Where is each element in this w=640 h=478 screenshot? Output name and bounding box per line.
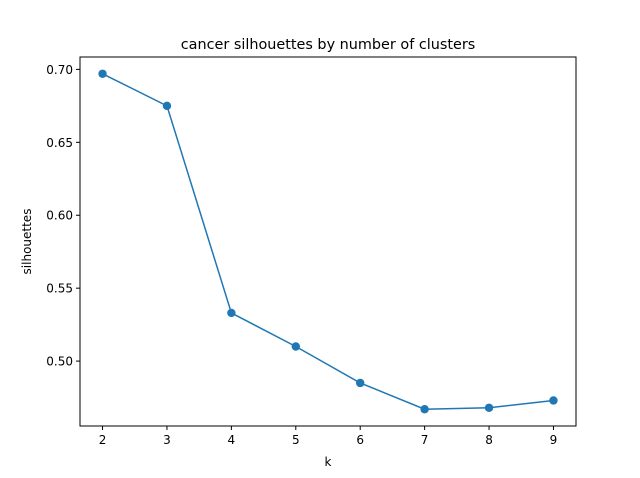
y-axis: 0.50 0.55 0.60 0.65 0.70 xyxy=(46,63,80,369)
y-tick-label: 0.60 xyxy=(46,209,73,223)
y-tick-label: 0.70 xyxy=(46,63,73,77)
data-point xyxy=(484,403,494,412)
x-axis-label: k xyxy=(325,455,332,469)
x-tick-label: 3 xyxy=(163,433,171,447)
data-point xyxy=(162,101,172,111)
y-axis-label: silhouettes xyxy=(20,209,34,275)
series-line xyxy=(102,73,554,410)
data-point xyxy=(420,405,429,414)
data-point xyxy=(356,378,365,388)
y-tick-label: 0.65 xyxy=(46,136,73,150)
plot-frame xyxy=(79,56,577,427)
x-tick-label: 5 xyxy=(292,433,300,447)
plot-area xyxy=(98,69,558,414)
chart-title: cancer silhouettes by number of clusters xyxy=(181,37,476,53)
data-point xyxy=(549,396,558,405)
x-tick-label: 4 xyxy=(228,433,236,447)
x-tick-label: 9 xyxy=(550,433,558,447)
x-tick-label: 2 xyxy=(99,433,107,447)
x-tick-label: 8 xyxy=(485,433,493,447)
data-point xyxy=(291,342,300,351)
x-tick-label: 6 xyxy=(356,433,364,447)
x-axis: 2 3 4 5 6 7 8 9 xyxy=(99,426,558,447)
data-point xyxy=(98,69,107,78)
y-tick-label: 0.50 xyxy=(46,355,73,369)
x-tick-label: 7 xyxy=(421,433,429,447)
y-tick-label: 0.55 xyxy=(46,282,73,296)
data-point xyxy=(227,308,236,318)
